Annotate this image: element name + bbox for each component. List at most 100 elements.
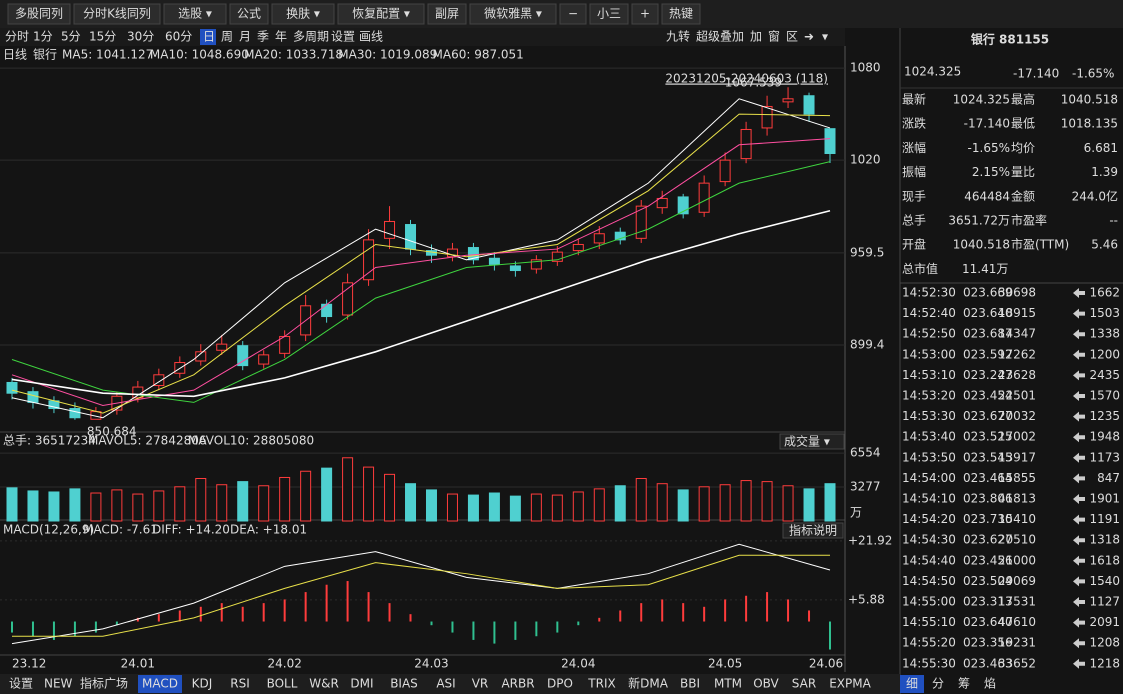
indicator-tab[interactable]: BBI [680,677,700,691]
tick-arrow [1073,432,1085,443]
indicator-tab[interactable]: SAR [792,677,816,691]
volume-bar [761,481,773,522]
period-button[interactable]: 60分 [165,30,192,44]
toolbar-button[interactable] [589,3,629,25]
tick-count: 1218 [1089,656,1120,670]
period-button[interactable]: 5分 [61,30,81,44]
help-button[interactable] [782,522,844,539]
toolbar-button[interactable] [631,3,659,25]
toolbar-button[interactable] [229,3,269,25]
period-button[interactable]: 画线 [359,30,383,44]
period-button[interactable]: 多周期 [293,30,329,44]
period-button[interactable]: 季 [257,30,269,44]
toolbar-label[interactable]: 分时K线同列 [83,7,151,21]
indicator-tab[interactable]: RSI [230,677,250,691]
toolbar-button[interactable] [559,3,587,25]
period-button[interactable]: 年 [275,30,287,44]
volume-mavol10: MAVOL10: 28805080 [188,434,314,448]
period-button[interactable]: 30分 [127,30,154,44]
period-button[interactable]: 设置 [331,30,355,44]
period-tool[interactable]: 超级叠加 [696,29,744,44]
indicator-tab[interactable]: DPO [547,677,573,691]
indicator-tab[interactable]: OBV [753,677,779,691]
indicator-tab[interactable]: NEW [44,677,73,691]
quote-label: 均价 [1011,141,1035,155]
candle-body [195,351,207,362]
period-button[interactable]: 分时 [5,30,29,44]
tick-arrow [1073,370,1085,381]
toolbar-label[interactable]: 恢复配置 ▾ [352,7,410,21]
quote-value: 244.0亿 [1072,188,1118,203]
indicator-tab[interactable]: DMI [350,677,373,691]
volume-bar [551,494,563,522]
toolbar-label[interactable]: 副屏 [435,7,459,21]
indicator-tab[interactable]: BOLL [267,677,298,691]
indicator-tab[interactable]: W&R [309,677,339,691]
toolbar-button[interactable] [7,3,71,25]
tick-price: 023.640 [963,615,1013,629]
toolbar-button[interactable] [427,3,467,25]
tick-count: 1503 [1089,306,1120,320]
toolbar-label[interactable]: 小三 [597,7,621,21]
indicator-tab[interactable]: MACD [142,677,178,691]
toolbar-label[interactable]: 热键 [669,7,693,21]
period-tool[interactable]: 区 [786,30,798,44]
tick-count: 1200 [1089,347,1120,361]
side-tab[interactable]: 分 [932,677,944,691]
period-button[interactable]: 15分 [89,30,116,44]
dea-line [12,554,831,637]
period-button[interactable]: 月 [239,30,251,44]
period-tool[interactable]: 窗 [768,30,780,44]
tick-volume: 13917 [998,450,1036,464]
indicator-tab[interactable]: KDJ [192,677,213,691]
side-tab[interactable]: 细 [906,677,918,691]
indicator-tab[interactable]: EXPMA [829,677,871,691]
toolbar-label[interactable]: − [568,7,578,21]
indicator-tab[interactable]: 设置 [9,677,33,691]
toolbar-button[interactable] [73,3,161,25]
toolbar-button[interactable] [469,3,557,25]
indicator-tab[interactable]: MTM [714,677,742,691]
tick-volume: 29069 [998,574,1036,588]
toolbar-label[interactable]: 公式 [237,7,261,21]
volume-selector[interactable]: 成交量 ▾ [784,434,830,449]
period-tool[interactable]: 九转 [666,29,690,44]
tick-volume: 14347 [998,327,1036,341]
tick-time: 14:55:00 [902,595,956,609]
toolbar-label[interactable]: 选股 ▾ [178,7,212,21]
tick-price: 023.504 [963,574,1013,588]
indicator-tab[interactable]: VR [472,677,489,691]
selector-box[interactable] [779,433,845,450]
toolbar-button[interactable] [661,3,701,25]
period-button[interactable]: 周 [221,30,233,44]
indicator-tab[interactable]: ARBR [501,677,534,691]
quote-value: 1040.518 [1061,93,1118,107]
toolbar-label[interactable]: 换肤 ▾ [286,6,320,21]
macd-help[interactable]: 指标说明 [789,523,837,538]
quote-label: 最低 [1011,117,1035,131]
side-tab[interactable]: 焰 [984,676,996,691]
period-button[interactable]: 日 [203,30,215,44]
tick-time: 14:54:40 [902,553,956,567]
indicator-tab[interactable]: BIAS [390,677,418,691]
indicator-tab[interactable]: TRIX [587,677,615,691]
quote-value: 1024.325 [953,93,1010,107]
toolbar-label[interactable]: 多股同列 [15,7,63,21]
quote-value: -- [1109,214,1118,228]
indicator-tab[interactable]: ASI [436,677,455,691]
toolbar-label[interactable]: 微软雅黑 ▾ [484,6,542,21]
period-tool[interactable]: ▾ [822,30,828,44]
toolbar-button[interactable] [163,3,227,25]
side-tab[interactable]: 筹 [958,677,970,691]
period-button[interactable]: 1分 [33,30,53,44]
toolbar-button[interactable] [337,3,425,25]
period-tool[interactable]: ➜ [804,30,814,44]
toolbar-label[interactable]: + [640,7,650,21]
period-tool[interactable]: 加 [750,30,762,44]
candle-body [363,239,375,281]
range-label: 20231205-20240603 (118) [665,72,828,86]
toolbar-button[interactable] [271,3,335,25]
indicator-tab[interactable]: 新DMA [628,676,669,691]
tick-time: 14:53:50 [902,450,956,464]
indicator-tab[interactable]: 指标广场 [80,676,128,691]
